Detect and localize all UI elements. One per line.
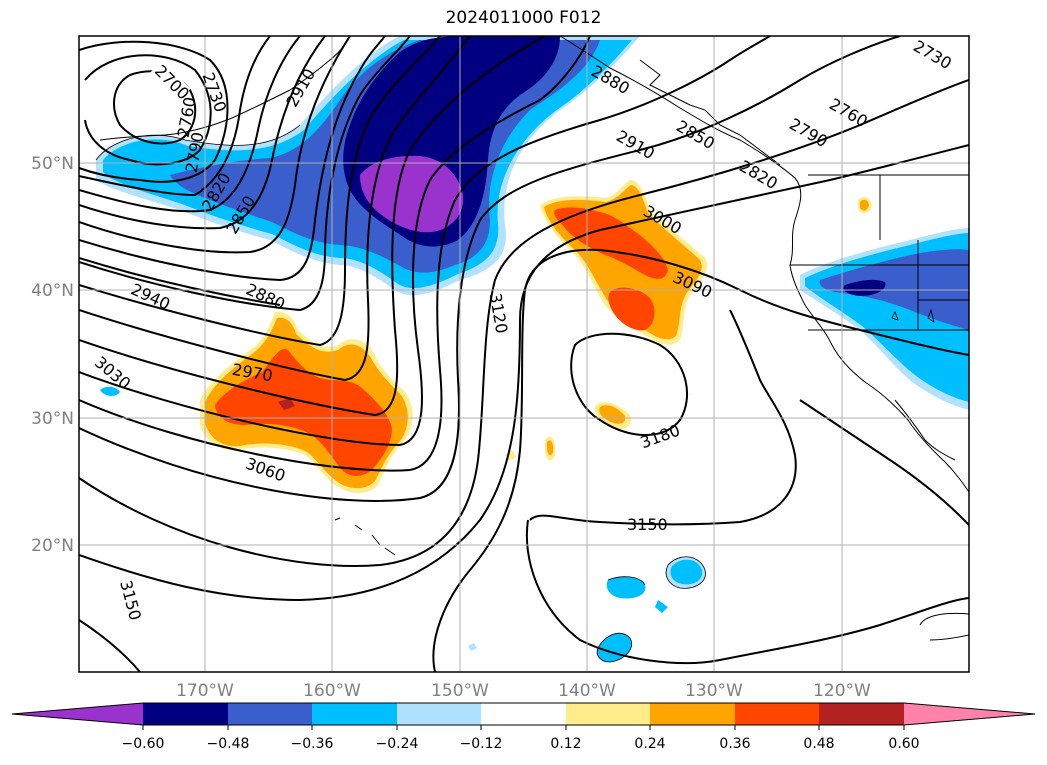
positive-anomaly-northeast-pacific [540,180,708,345]
colorbar-segment [312,703,397,725]
colorbar-segment [735,703,819,725]
lon-label-130w: 130°W [685,681,743,701]
negative-anomaly-south-blobs [100,386,706,662]
colorbar-segment [819,703,904,725]
colorbar-tick-label: −0.60 [122,736,165,752]
colorbar-tick-label: −0.48 [207,736,250,752]
colorbar-segment [143,703,228,725]
colorbar-tick-label: 0.12 [550,736,581,752]
lon-label-160w: 160°W [303,681,361,701]
colorbar-extend-high [904,703,1035,725]
lat-label-20n: 20°N [31,536,74,556]
colorbar-tick-label: 0.48 [803,736,834,752]
latitude-labels: 50°N 40°N 30°N 20°N [31,154,74,556]
colorbar-segment [228,703,312,725]
colorbar-tick-label: 0.60 [888,736,919,752]
colorbar-segment [397,703,481,725]
lat-label-50n: 50°N [31,154,74,174]
lon-label-170w: 170°W [176,681,234,701]
colorbar-tick-label: −0.12 [460,736,503,752]
contour-label: 3150 [627,515,668,534]
lon-label-140w: 140°W [558,681,616,701]
anomaly-outlines [95,124,935,663]
lat-label-40n: 40°N [31,281,74,301]
map-title: 2024011000 F012 [445,8,602,28]
height-contours [79,36,969,672]
lat-label-30n: 30°N [31,409,74,429]
colorbar-segment [650,703,735,725]
lon-label-150w: 150°W [431,681,489,701]
lon-label-120w: 120°W [813,681,871,701]
colorbar-tick-label: −0.24 [376,736,419,752]
colorbar: −0.60 −0.48 −0.36 −0.24 −0.12 0.12 0.24 … [11,702,1036,752]
colorbar-segment [566,703,650,725]
longitude-labels: 170°W 160°W 150°W 140°W 130°W 120°W [176,681,871,701]
colorbar-tick-label: 0.36 [719,736,750,752]
graticule [79,36,969,672]
colorbar-tick-label: −0.36 [291,736,334,752]
colorbar-extend-low [12,703,143,725]
map-frame [78,35,970,673]
colorbar-segment [481,703,566,725]
colorbar-tick-label: 0.24 [634,736,665,752]
